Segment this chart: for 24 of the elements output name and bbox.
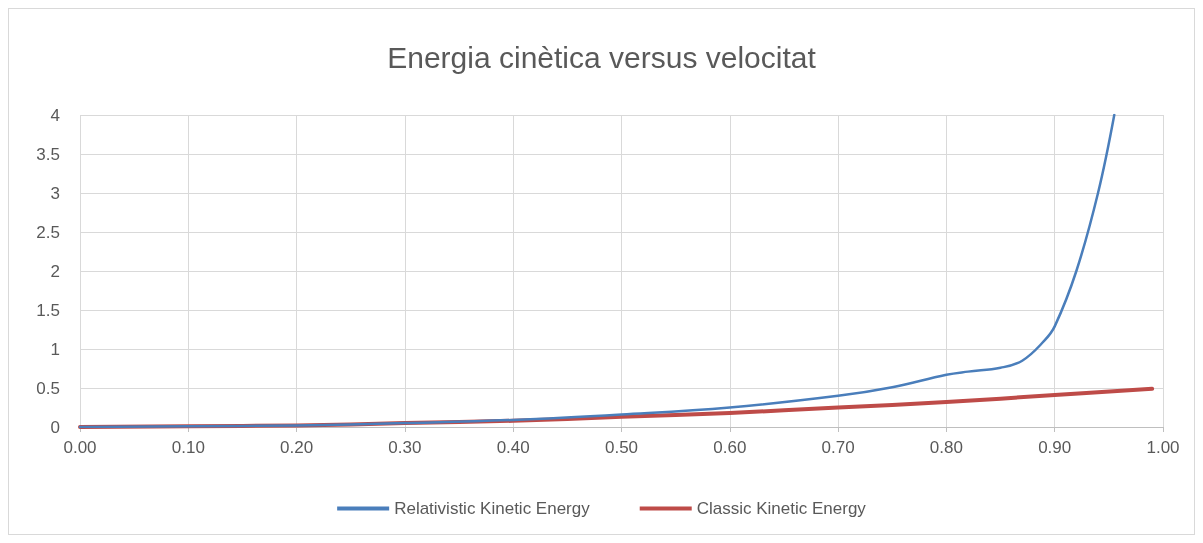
x-tick-label: 0.20 xyxy=(280,438,314,457)
y-tick-label: 4 xyxy=(50,105,60,125)
x-tick-label: 0.50 xyxy=(604,438,639,457)
y-tick-label: 0.5 xyxy=(36,378,60,398)
x-tick-label: 0.10 xyxy=(171,438,205,457)
y-tick-label: 3.5 xyxy=(36,144,60,164)
y-tick-label: 3 xyxy=(50,183,60,203)
chart-title: Energia cinètica versus velocitat xyxy=(387,40,817,74)
x-tick-label: 0.30 xyxy=(388,438,422,457)
y-tick-label: 1.5 xyxy=(36,300,60,320)
y-tick-label: 2.5 xyxy=(36,222,60,242)
x-tick-label: 1.00 xyxy=(1146,438,1180,457)
x-tick-label: 0.70 xyxy=(821,438,855,457)
y-tick-label: 1 xyxy=(50,339,60,359)
y-tick-label: 0 xyxy=(50,417,60,437)
legend-label: Classic Kinetic Energy xyxy=(696,499,867,518)
y-tick-label: 2 xyxy=(50,261,60,281)
x-tick-label: 0.00 xyxy=(63,438,97,457)
line-series xyxy=(78,113,1116,429)
x-tick-label: 0.60 xyxy=(713,438,747,457)
x-tick-label: 0.80 xyxy=(929,438,963,457)
x-tick-label: 0.40 xyxy=(496,438,530,457)
x-tick-label: 0.90 xyxy=(1038,438,1072,457)
legend-label: Relativistic Kinetic Energy xyxy=(394,499,591,518)
